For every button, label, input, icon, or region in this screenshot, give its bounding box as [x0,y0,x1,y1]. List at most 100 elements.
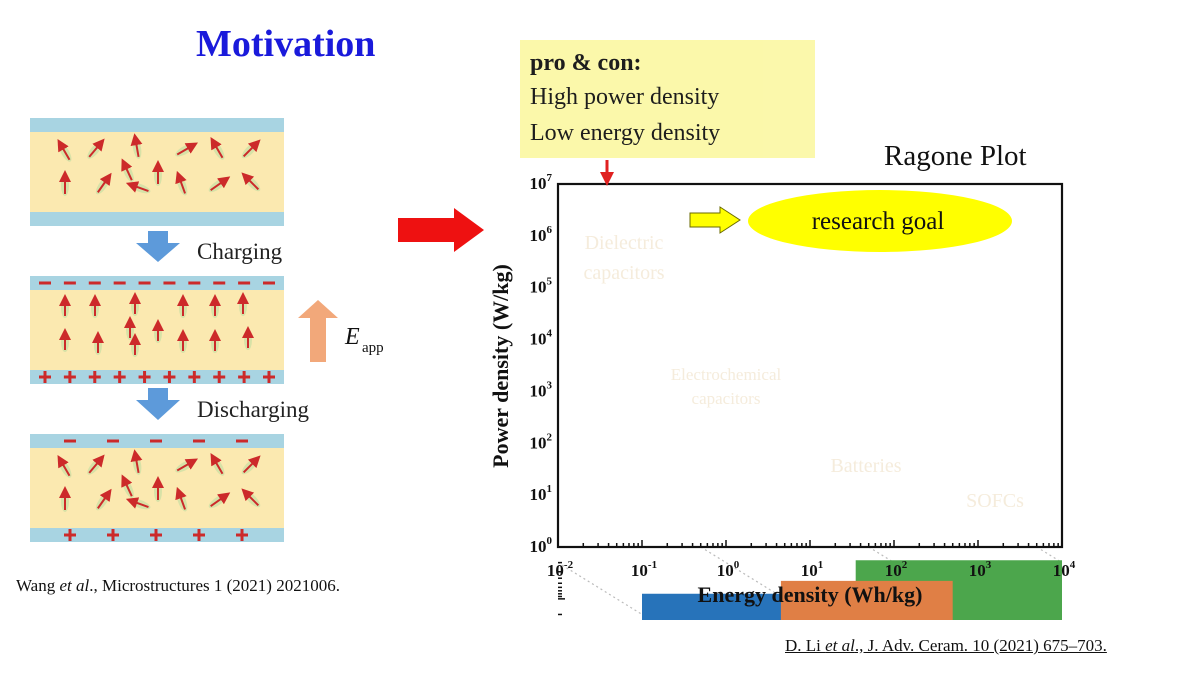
x-tick-label: 101 [801,559,824,580]
panel-unpoled [30,118,284,226]
y-tick-labels: 100 101 102 103 104 105 106 107 [530,172,553,556]
minus-sign-icon [150,439,162,443]
dipole-arrow-icon [175,486,187,510]
plus-sign-icon [68,529,72,541]
yellow-right-arrow-icon [689,206,741,234]
y-tick-label: 103 [530,379,553,400]
plus-sign-icon [167,371,171,383]
regions [642,560,1062,620]
positive-charges [64,529,248,541]
ragone-plot: Dielectric capacitors Electrochemical capac… [488,160,1076,620]
negative-charges [64,439,248,443]
positive-charges [39,371,275,383]
x-axis-label: Energy density (Wh/kg) [698,582,923,607]
y-tick-label: 100 [530,535,553,556]
region-electrochemical-capacitors [642,593,807,620]
bottom-electrode [30,212,284,226]
slide-title: Motivation [196,23,376,65]
dipole-arrow-icon [241,488,260,507]
red-right-arrow-icon [398,208,484,252]
right-citation: D. Li et al., J. Adv. Ceram. 10 (2021) 6… [785,636,1107,656]
x-tick-labels: 10-2 10-1 100 101 102 103 104 [547,559,1076,580]
plus-sign-icon [267,371,271,383]
dipole-arrow-icon [121,474,133,497]
citation-rest: ., Microstructures 1 (2021) 2021006. [89,576,340,595]
random-dipoles [57,133,261,196]
region-label: capacitors [583,262,664,284]
dipole-arrow-icon [97,488,112,509]
minus-sign-icon [193,439,205,443]
x-tick-label: 100 [717,559,740,580]
minus-sign-icon [163,281,176,285]
dipole-arrow-icon [176,142,198,156]
plus-sign-icon [143,371,147,383]
top-electrode [30,276,284,290]
minus-sign-icon [188,281,201,285]
citation-etal: et al [825,636,855,655]
minus-sign-icon [236,439,248,443]
minus-sign-icon [113,281,126,285]
dipole-arrow-icon [130,449,143,474]
region-label: Dielectric [585,232,664,254]
citation-author: Wang [16,576,60,595]
dipole-arrow-icon [210,492,231,507]
dipole-arrow-icon [125,181,149,193]
axes [556,182,1064,616]
callout-line-2: Low energy density [530,120,721,146]
top-electrode [30,118,284,132]
y-axis-label: Power density (W/kg) [488,264,513,468]
citation-rest: ., J. Adv. Ceram. 10 (2021) 675–703. [854,636,1107,655]
negative-charges [39,281,275,285]
dipole-arrow-icon [242,139,261,158]
panel-charged [30,276,284,384]
x-tick-label: 103 [969,559,992,580]
plus-sign-icon [192,371,196,383]
region-batteries [780,580,953,620]
x-tick-label: 10-1 [631,559,657,580]
red-down-arrow-head-icon [600,172,614,186]
plus-sign-icon [240,529,244,541]
minus-sign-icon [64,439,76,443]
y-tick-label: 102 [530,431,553,452]
y-tick-label: 106 [530,224,553,245]
dipole-arrow-icon [97,172,112,193]
applied-field-arrow-icon [298,300,338,362]
region-label: Electrochemical [671,365,782,384]
relaxed-dipoles [57,449,261,512]
callout-heading: pro & con: [530,50,642,76]
minus-sign-icon [88,281,101,285]
minus-sign-icon [263,281,275,285]
minus-sign-icon [238,281,251,285]
x-tick-label: 10-2 [547,559,574,580]
dipole-arrow-icon [175,170,187,194]
chart-title: Ragone Plot [884,140,1027,172]
plus-sign-icon [43,371,47,383]
y-tick-label: 105 [530,276,553,297]
minus-sign-icon [63,281,76,285]
dipole-arrow-icon [125,497,149,509]
discharging-label: Discharging [197,397,310,422]
citation-author: D. Li [785,636,826,655]
annotations: research goal [600,160,1012,252]
dipole-arrow-icon [176,458,198,472]
citation-etal: et al [59,576,90,595]
plus-sign-icon [68,371,72,383]
panel-discharged [30,434,284,542]
charging-label: Charging [197,239,283,264]
pro-con-callout: pro & con: High power density Low energy… [520,40,815,158]
minus-sign-icon [107,439,119,443]
callout-line-1: High power density [530,84,720,110]
aligned-dipoles [59,292,254,357]
research-goal-label: research goal [812,208,945,235]
x-tick-label: 104 [1053,559,1076,580]
y-tick-label: 104 [530,328,553,349]
dipole-arrow-icon [210,137,224,159]
plus-sign-icon [154,529,158,541]
plus-sign-icon [217,371,221,383]
dipole-arrow-icon [57,139,71,161]
region-label: SOFCs [966,490,1024,512]
charging-arrow-icon [136,231,180,262]
y-tick-label: 107 [530,172,553,193]
field-subscript: app [362,340,384,356]
region-label: capacitors [692,389,761,408]
